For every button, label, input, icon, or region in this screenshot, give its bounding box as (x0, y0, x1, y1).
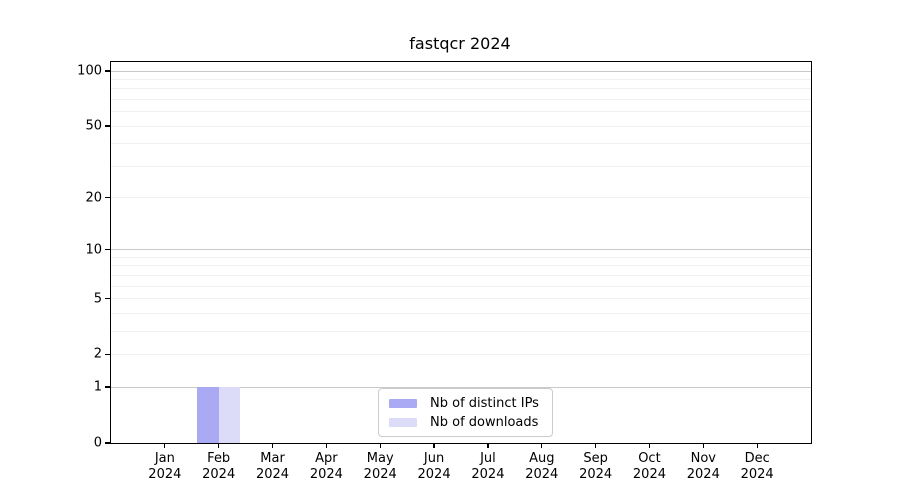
x-tick-label: May 2024 (364, 451, 397, 483)
x-tick-mark (164, 443, 166, 448)
x-tick-year: 2024 (579, 467, 613, 482)
x-tick-label: Jun 2024 (418, 451, 451, 483)
major-gridline (111, 249, 811, 251)
minor-gridline (111, 197, 811, 199)
y-tick-mark (104, 125, 110, 127)
x-tick-month: Jan (154, 451, 175, 466)
y-tick-mark (104, 386, 110, 388)
x-tick-mark (487, 443, 489, 448)
x-tick-year: 2024 (255, 467, 290, 482)
x-tick-mark (271, 443, 274, 448)
x-tick-month: Apr (315, 451, 338, 466)
x-tick-month: Jun (423, 451, 445, 466)
x-tick-label: Sep 2024 (579, 451, 612, 483)
x-tick-year: 2024 (148, 467, 182, 482)
x-tick-label: Apr 2024 (310, 451, 343, 483)
x-tick-year: 2024 (202, 467, 236, 482)
x-tick-label: Nov 2024 (687, 451, 720, 483)
legend-item-downloads: Nb of downloads (389, 413, 539, 431)
x-tick-mark (756, 443, 758, 448)
plot-area: Nb of distinct IPs Nb of downloads 0 1 2 5 1… (77, 61, 812, 482)
y-tick-label: 100 (77, 63, 102, 79)
y-tick-mark (104, 353, 110, 356)
bar-nb-of-downloads (218, 387, 241, 443)
x-tick-month: Aug (529, 451, 555, 466)
x-tick-year: 2024 (686, 467, 720, 482)
x-tick-month: Nov (690, 451, 716, 466)
bar-nb-of-distinct-ips (197, 387, 219, 443)
major-gridline (111, 70, 811, 72)
y-tick-mark (104, 442, 110, 444)
chart-title: fastqcr 2024 (409, 34, 511, 53)
y-tick-label: 0 (93, 435, 102, 451)
minor-gridline (111, 353, 811, 355)
x-tick-mark (325, 443, 328, 448)
x-tick-year: 2024 (309, 467, 343, 482)
minor-gridline (111, 143, 811, 145)
minor-gridline (111, 111, 811, 113)
x-tick-year: 2024 (363, 467, 397, 482)
y-tick-mark (104, 70, 110, 72)
y-tick-label: 50 (85, 118, 102, 134)
x-tick-month: Feb (207, 451, 231, 466)
y-tick-label: 2 (93, 346, 102, 362)
minor-gridline (111, 298, 811, 300)
y-tick-mark (104, 196, 110, 199)
minor-gridline (111, 98, 811, 100)
y-tick-label: 5 (93, 291, 102, 307)
x-tick-label: Jan 2024 (148, 451, 181, 483)
minor-gridline (111, 125, 811, 127)
x-tick-mark (594, 443, 597, 448)
x-tick-month: Oct (638, 451, 661, 466)
x-tick-mark (648, 443, 651, 448)
x-tick-label: Feb 2024 (202, 451, 235, 483)
x-tick-label: Dec 2024 (741, 451, 774, 483)
x-tick-year: 2024 (525, 467, 559, 482)
x-tick-year: 2024 (632, 467, 666, 482)
x-tick-month: Sep (583, 451, 608, 466)
x-tick-mark (702, 443, 704, 448)
minor-gridline (111, 312, 811, 314)
x-tick-mark (218, 443, 220, 448)
x-tick-mark (433, 443, 435, 448)
minor-gridline (111, 330, 811, 332)
legend-swatch-distinct-ips (389, 398, 417, 408)
minor-gridline (111, 285, 811, 287)
legend-swatch-downloads (389, 417, 417, 427)
minor-gridline (111, 88, 811, 90)
minor-gridline (111, 256, 811, 258)
major-gridline (111, 386, 811, 388)
y-tick-label: 1 (93, 379, 102, 395)
minor-gridline (111, 274, 811, 276)
legend: Nb of distinct IPs Nb of downloads (378, 388, 553, 437)
x-tick-label: Jul 2024 (471, 451, 504, 483)
legend-item-distinct-ips: Nb of distinct IPs (389, 394, 539, 412)
y-tick-mark (104, 297, 110, 300)
x-tick-month: May (366, 451, 394, 466)
x-tick-month: Jul (480, 451, 496, 466)
y-tick-label: 10 (85, 242, 102, 258)
minor-gridline (111, 165, 811, 167)
y-tick-label: 20 (85, 190, 102, 206)
x-tick-label: Mar 2024 (256, 451, 289, 483)
x-tick-label: Aug 2024 (525, 451, 558, 483)
x-tick-year: 2024 (417, 467, 451, 482)
x-tick-label: Oct 2024 (633, 451, 666, 483)
legend-label-distinct-ips: Nb of distinct IPs (430, 395, 539, 411)
minor-gridline (111, 78, 811, 80)
x-tick-mark (541, 443, 543, 448)
x-tick-year: 2024 (740, 467, 774, 482)
minor-gridline (111, 265, 811, 267)
x-tick-month: Dec (744, 451, 770, 466)
x-tick-month: Mar (260, 451, 285, 466)
x-tick-year: 2024 (471, 467, 505, 482)
y-tick-mark (104, 249, 110, 251)
x-tick-mark (379, 443, 381, 448)
legend-label-downloads: Nb of downloads (430, 414, 539, 430)
